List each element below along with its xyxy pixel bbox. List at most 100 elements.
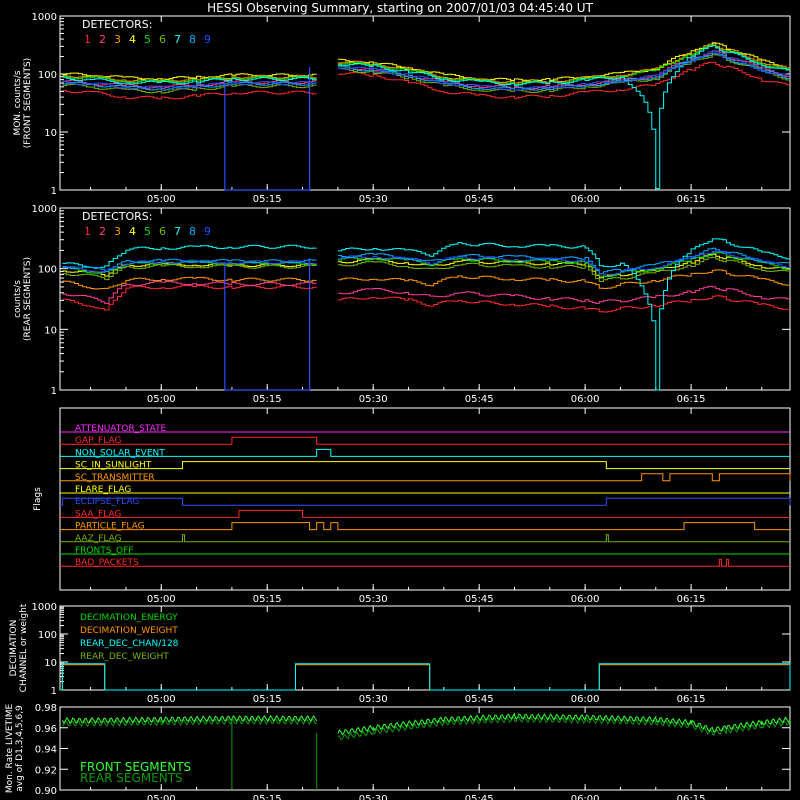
y-tick-label: 0.92	[35, 765, 57, 776]
y-tick-label: 100	[38, 630, 57, 641]
x-tick-label: 06:00	[571, 694, 600, 705]
livetime-legend-entry: FRONT SEGMENTS	[80, 760, 191, 774]
decimation-line-2	[60, 663, 791, 691]
x-tick-label: 05:00	[147, 394, 176, 405]
plot-frame	[59, 605, 791, 691]
decimation-legend-entry: DECIMATION_WEIGHT	[80, 626, 178, 636]
legend-entry-det2: 2	[99, 33, 106, 46]
y-axis-label: Flags	[33, 487, 43, 511]
y-tick-label: 0.90	[35, 786, 57, 797]
y-axis-label: CHANNEL or weight	[19, 603, 29, 692]
legend-entry-det9: 9	[204, 33, 211, 46]
x-tick-label: 05:30	[359, 394, 388, 405]
x-tick-label: 06:00	[571, 794, 600, 800]
flag-line-particle-flag	[60, 522, 790, 531]
x-tick-label: 05:45	[465, 394, 494, 405]
series-line-det7	[62, 238, 790, 391]
flag-label: FLARE_FLAG	[75, 485, 131, 495]
x-tick-label: 05:15	[253, 594, 282, 605]
plot-frame	[59, 15, 791, 191]
legend-title: DETECTORS:	[82, 210, 152, 223]
x-tick-label: 05:15	[253, 194, 282, 205]
flag-label: ECLIPSE_FLAG	[75, 497, 139, 507]
x-tick-label: 05:00	[147, 194, 176, 205]
x-tick-label: 05:45	[465, 594, 494, 605]
x-tick-label: 05:30	[359, 194, 388, 205]
series-line-det9	[62, 50, 790, 91]
y-axis-label: MON. counts/s	[13, 70, 23, 135]
x-tick-label: 05:15	[253, 394, 282, 405]
legend-entry-det4: 4	[129, 33, 136, 46]
x-tick-label: 05:45	[465, 794, 494, 800]
legend-entry-det5: 5	[144, 225, 151, 238]
gap-drop-line	[224, 67, 311, 191]
flag-label: SC_IN_SUNLIGHT	[75, 461, 152, 471]
x-tick-label: 06:15	[677, 194, 706, 205]
y-tick-label: 100	[38, 70, 57, 81]
livetime-legend-entry: REAR SEGMENTS	[80, 771, 183, 785]
legend-entry-det1: 1	[84, 33, 91, 46]
flag-line-aaz-flag	[60, 534, 790, 543]
flag-label: SC_TRANSMITTER	[75, 473, 155, 483]
y-axis-label: counts/s	[13, 280, 23, 318]
flag-label: SAA_FLAG	[75, 509, 121, 519]
flag-label: PARTICLE_FLAG	[75, 522, 145, 532]
x-tick-label: 05:15	[253, 694, 282, 705]
panel-rear: 1 10 100 1000 05:00 05:15 05:30 05:45 06:00 06:15…	[13, 204, 791, 405]
series-line-det1	[62, 61, 790, 100]
y-axis-label: (FRONT SEGMENTS)	[23, 58, 33, 148]
legend-entry-det4: 4	[129, 225, 136, 238]
y-axis-label: Mon. Rate LIVETIME	[5, 704, 15, 794]
x-tick-label: 05:30	[359, 694, 388, 705]
flag-label: ATTENUATOR_STATE	[75, 424, 167, 434]
y-axis-label: (REAR SEGMENTS)	[23, 257, 33, 341]
legend-entry-det7: 7	[174, 225, 181, 238]
y-axis-label: DECIMATION	[9, 620, 19, 677]
series-line-det1	[62, 284, 790, 313]
flag-line-non-solar-event	[60, 448, 790, 457]
flag-label: FRONTS_OFF	[75, 546, 133, 556]
x-tick-label: 05:30	[359, 594, 388, 605]
x-tick-label: 05:45	[465, 694, 494, 705]
y-tick-label: 0.94	[35, 745, 57, 756]
y-tick-label: 10	[44, 325, 57, 336]
legend-entry-det1: 1	[84, 225, 91, 238]
flag-line-saa-flag	[60, 509, 790, 518]
y-tick-label: 1000	[32, 12, 57, 23]
x-tick-label: 05:00	[147, 694, 176, 705]
y-tick-label: 100	[38, 265, 57, 276]
x-tick-label: 05:15	[253, 794, 282, 800]
x-tick-label: 06:15	[677, 694, 706, 705]
y-tick-label: 10	[44, 128, 57, 139]
panel-decimation: 1 10 100 1000 05:00 05:15 05:30 05:45 06:00 06:15…	[9, 602, 791, 705]
flag-line-gap-flag	[60, 436, 790, 445]
legend-entry-det8: 8	[189, 33, 196, 46]
series-line-det4	[62, 42, 790, 82]
x-tick-label: 05:30	[359, 794, 388, 800]
panel-livetime: 05:00 05:15 05:30 05:45 06:00 06:15 Mon. Rate …	[5, 703, 791, 800]
series-line-det3	[62, 269, 790, 290]
y-tick-label: 1	[51, 686, 57, 697]
series-line-det2	[62, 281, 790, 304]
flag-line-eclipse-flag	[60, 497, 791, 506]
flag-label: GAP_FLAG	[75, 436, 121, 446]
x-tick-label: 05:00	[147, 794, 176, 800]
flag-line-sc-transmitter	[60, 473, 791, 482]
x-tick-label: 06:15	[677, 594, 706, 605]
y-tick-label: 1000	[32, 204, 57, 215]
panel-flags: 05:00 05:15 05:30 05:45 06:00 06:15 Flags ATTEN…	[33, 407, 791, 605]
legend-entry-det2: 2	[99, 225, 106, 238]
x-tick-label: 06:00	[571, 394, 600, 405]
legend-entry-det8: 8	[189, 225, 196, 238]
panel-front: 1 10 100 1000 05:00 05:15 05:30 05:45 06:00 06:15…	[13, 12, 791, 205]
y-tick-label: 0.98	[35, 703, 57, 714]
legend-title: DETECTORS:	[82, 18, 152, 31]
flag-line-sc-in-sunlight	[60, 461, 790, 470]
decimation-legend-entry: REAR_DEC_WEIGHT	[80, 652, 169, 662]
y-tick-label: 10	[44, 658, 57, 669]
legend-entry-det6: 6	[159, 33, 166, 46]
flag-line-bad-packets	[60, 558, 790, 567]
legend-entry-det3: 3	[114, 225, 121, 238]
